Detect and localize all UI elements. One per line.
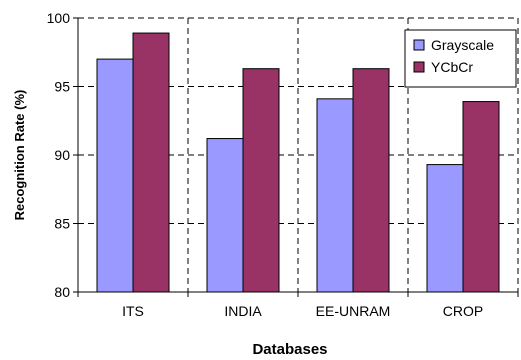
bar-grayscale-crop [426, 164, 464, 293]
bar-ycbcr-crop [462, 101, 500, 293]
y-tick-label: 85 [54, 216, 70, 232]
x-tick-label: EE-UNRAM [316, 303, 391, 319]
bar-ycbcr-india [242, 68, 280, 293]
y-tick-label: 80 [54, 284, 70, 300]
bar-grayscale-ee-unram [316, 98, 354, 293]
legend-label: YCbCr [431, 59, 473, 75]
legend: Grayscale YCbCr [404, 29, 517, 88]
bar-grayscale-its [96, 58, 134, 293]
y-tick-label: 100 [47, 10, 71, 26]
x-tick-label: INDIA [224, 303, 262, 319]
x-tick-label: CROP [443, 303, 483, 319]
bar-ycbcr-ee-unram [352, 68, 390, 293]
x-ticks: ITS INDIA EE-UNRAM CROP [77, 292, 519, 319]
y-axis-title: Recognition Rate (%) [12, 90, 27, 221]
bar-ycbcr-its [132, 32, 170, 293]
x-axis-title: Databases [252, 341, 327, 358]
y-tick-label: 95 [54, 79, 70, 95]
legend-label: Grayscale [431, 37, 494, 53]
y-tick-label: 90 [54, 147, 70, 163]
legend-swatch [413, 61, 425, 73]
bar-grayscale-india [206, 138, 244, 293]
y-ticks: 80 85 90 95 100 [47, 10, 78, 300]
x-tick-label: ITS [122, 303, 144, 319]
legend-swatch [413, 39, 425, 51]
